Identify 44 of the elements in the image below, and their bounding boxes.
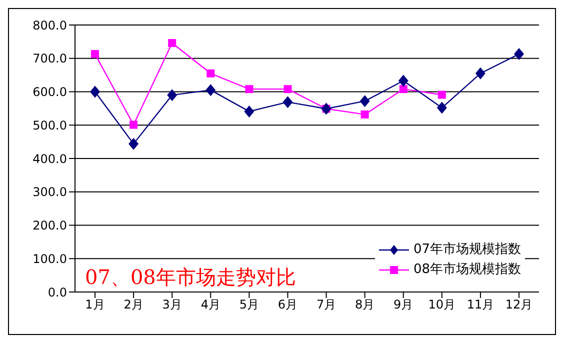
x-tick-label: 5月 (239, 298, 259, 312)
point (284, 85, 292, 94)
point (399, 85, 408, 94)
y-tick-label: 100.0 (32, 252, 67, 266)
y-tick-label: 200.0 (32, 218, 67, 233)
x-tick-label: 3月 (162, 298, 182, 312)
point (130, 120, 138, 129)
point (360, 95, 370, 108)
point (91, 50, 99, 58)
x-tick-label: 4月 (200, 298, 220, 312)
point (128, 138, 139, 150)
legend-label: 08年市场规模指数 (413, 261, 521, 279)
annotation: 07、08年市场走势对比 (85, 264, 296, 291)
x-tick-label: 7月 (316, 298, 336, 312)
x-tick-label: 12月 (505, 298, 533, 312)
point (436, 102, 447, 114)
point (360, 110, 369, 118)
point (206, 84, 216, 96)
y-tick-label: 700.0 (32, 52, 67, 66)
y-tick-label: 400.0 (32, 152, 67, 166)
point (398, 74, 408, 87)
point (90, 86, 100, 98)
point (475, 67, 486, 80)
point (244, 105, 254, 118)
y-tick-label: 300.0 (32, 185, 67, 200)
point (206, 69, 215, 78)
x-tick-label: 10月 (428, 298, 456, 312)
y-tick-label: 800.0 (32, 18, 67, 32)
point (282, 96, 293, 108)
point (167, 89, 178, 102)
x-tick-label: 6月 (278, 298, 298, 312)
y-tick-label: 500.0 (32, 118, 67, 132)
point (438, 90, 446, 99)
point (245, 85, 254, 94)
point (514, 48, 524, 60)
y-tick-label: 600.0 (32, 85, 67, 100)
x-tick-label: 2月 (124, 298, 144, 312)
y-tick-label: 0.0 (48, 285, 67, 300)
x-tick-label: 8月 (355, 298, 375, 312)
point (168, 39, 176, 48)
x-tick-label: 11月 (466, 298, 494, 312)
x-tick-label: 1月 (85, 298, 105, 312)
legend-label: 07年市场规模指数 (413, 241, 521, 259)
x-tick-label: 9月 (394, 298, 414, 312)
